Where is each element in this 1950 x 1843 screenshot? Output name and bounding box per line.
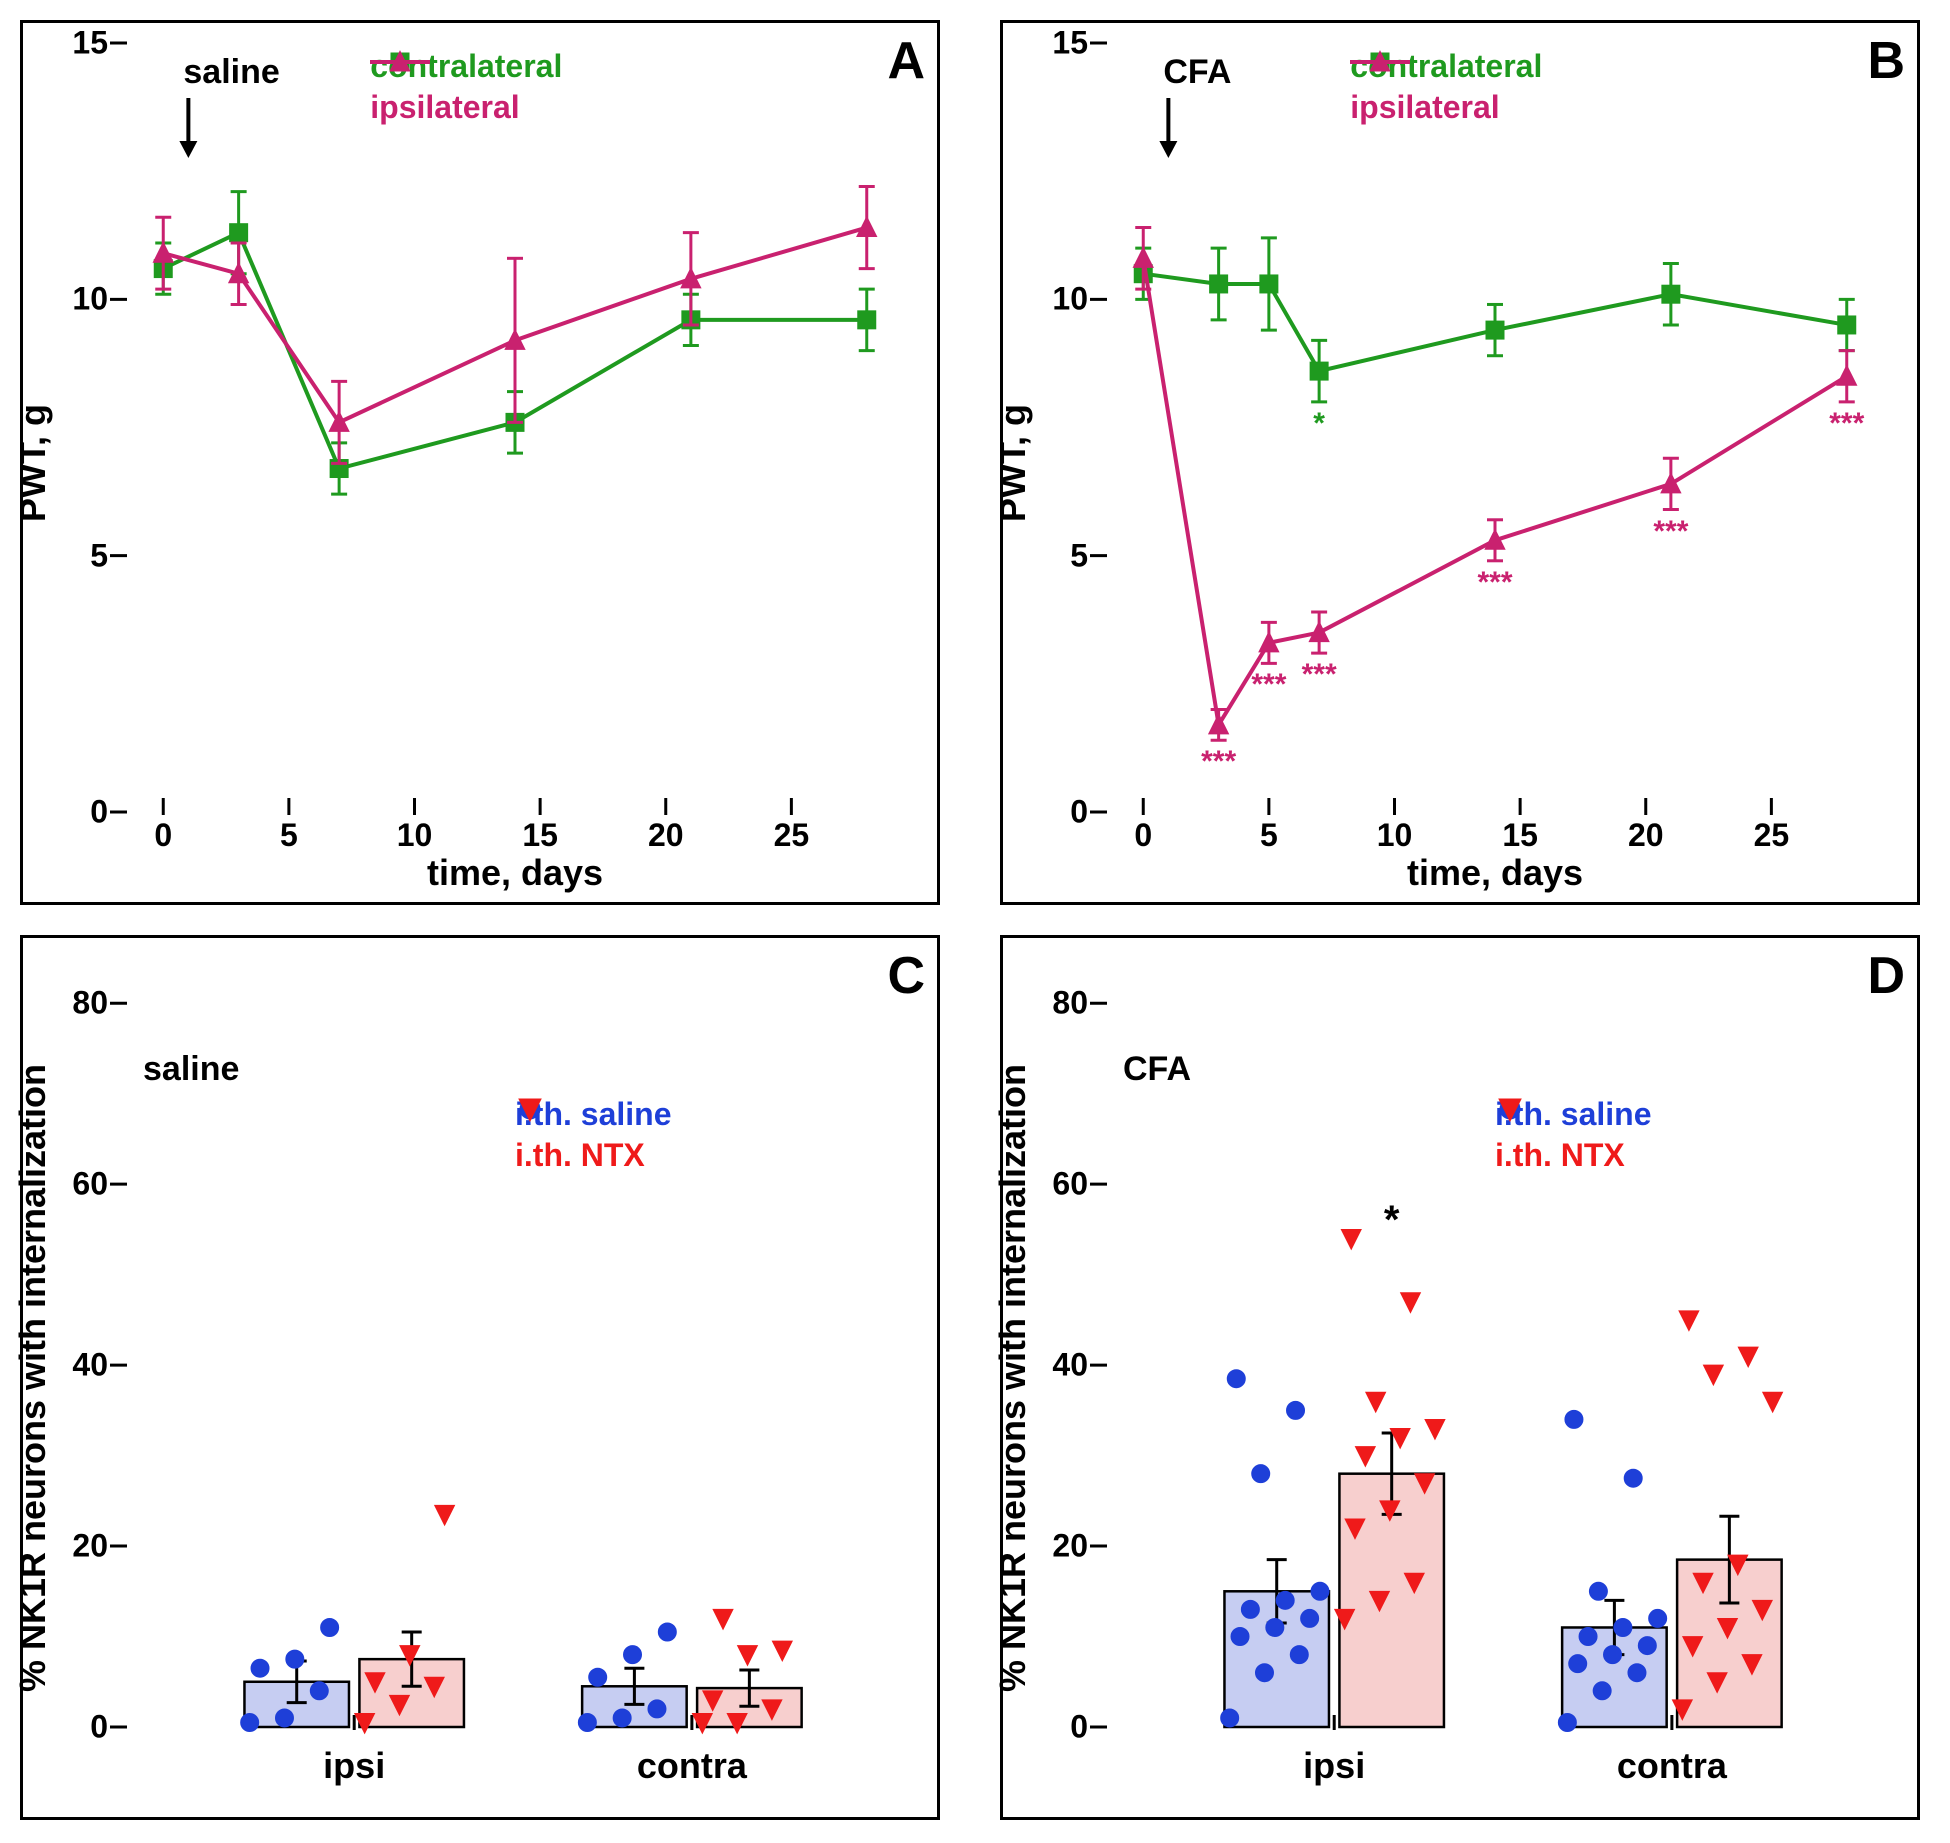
legend-marker — [515, 1096, 671, 1178]
treatment-annotation: CFA — [1163, 53, 1231, 92]
legend: i.th. salinei.th. NTX — [1495, 1096, 1651, 1178]
legend-marker — [370, 48, 562, 130]
legend-row: ipsilateral — [370, 89, 562, 126]
significance-marker: *** — [1251, 668, 1286, 702]
significance-marker: * — [1313, 407, 1325, 441]
treatment-annotation: saline — [183, 53, 279, 92]
significance-marker: * — [1384, 1198, 1400, 1243]
legend: contralateralipsilateral — [1350, 48, 1542, 130]
legend-row: i.th. NTX — [1495, 1137, 1651, 1174]
category-label: contra — [637, 1745, 747, 1787]
significance-marker: *** — [1302, 658, 1337, 692]
treatment-annotation: saline — [143, 1050, 239, 1089]
panel-a: A0510150510152025PWT, gtime, dayssalinec… — [20, 20, 940, 905]
category-label: contra — [1617, 1745, 1727, 1787]
legend-marker — [1350, 48, 1542, 130]
plot-svg — [1003, 23, 1917, 902]
significance-marker: *** — [1829, 407, 1864, 441]
legend-marker — [1495, 1096, 1651, 1178]
panel-b: B0510150510152025PWT, gtime, daysCFA****… — [1000, 20, 1920, 905]
significance-marker: *** — [1653, 515, 1688, 549]
category-label: ipsi — [1303, 1745, 1365, 1787]
legend-row: ipsilateral — [1350, 89, 1542, 126]
category-label: ipsi — [323, 1745, 385, 1787]
figure-grid: A0510150510152025PWT, gtime, dayssalinec… — [20, 20, 1920, 1820]
panel-c: C020406080% NK1R neurons with internaliz… — [20, 935, 940, 1820]
plot-svg — [23, 23, 937, 902]
treatment-annotation: CFA — [1123, 1050, 1191, 1089]
legend: i.th. salinei.th. NTX — [515, 1096, 671, 1178]
significance-marker: *** — [1201, 745, 1236, 779]
legend-row: i.th. NTX — [515, 1137, 671, 1174]
significance-marker: *** — [1477, 566, 1512, 600]
legend: contralateralipsilateral — [370, 48, 562, 130]
panel-d: D020406080% NK1R neurons with internaliz… — [1000, 935, 1920, 1820]
